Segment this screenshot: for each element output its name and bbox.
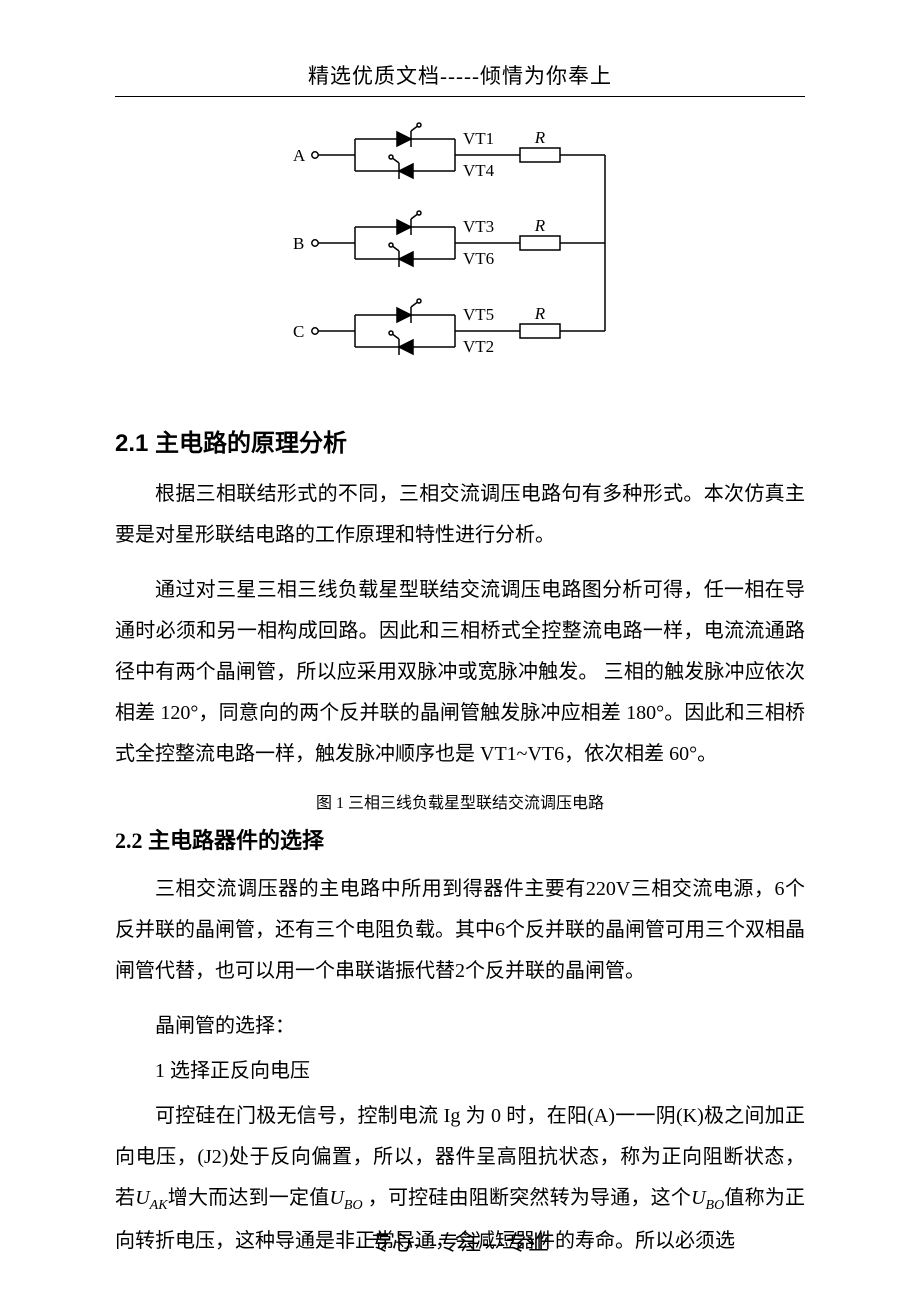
circuit-svg: A VT1 VT4 R B VT3 VT6 R C VT5 VT2 R [285, 115, 635, 405]
var-uak-sub: AK [150, 1198, 168, 1213]
var-ubo-2: U [691, 1187, 705, 1209]
var-uak: U [135, 1187, 149, 1209]
p2-mid2: ，可控硅由阻断突然转为导通，这个 [363, 1187, 692, 1209]
header-rule [115, 96, 805, 97]
svg-text:VT3: VT3 [463, 217, 494, 236]
item-1-line: 1 选择正反向电压 [115, 1051, 805, 1092]
p2-mid1: 增大而达到一定值 [168, 1187, 330, 1209]
svg-text:R: R [534, 216, 546, 235]
section-2.2-heading: 2.2 主电路器件的选择 [115, 823, 805, 855]
figure-caption: 图 1 三相三线负载星型联结交流调压电路 [115, 789, 805, 813]
circuit-diagram: A VT1 VT4 R B VT3 VT6 R C VT5 VT2 R [285, 115, 635, 405]
var-ubo-1: U [329, 1187, 343, 1209]
svg-text:VT4: VT4 [463, 161, 495, 180]
svg-text:C: C [293, 322, 304, 341]
page-header: 精选优质文档-----倾情为你奉上 [115, 60, 805, 96]
section-2.1-heading: 2.1 主电路的原理分析 [115, 423, 805, 458]
svg-text:B: B [293, 234, 304, 253]
svg-text:VT1: VT1 [463, 129, 494, 148]
page-footer: 专心---专注---专业 [0, 1227, 920, 1257]
var-ubo-1-sub: BO [344, 1198, 363, 1213]
section-2.1-para-2: 通过对三星三相三线负载星型联结交流调压电路图分析可得，任一相在导通时必须和另一相… [115, 570, 805, 775]
section-2.2-para-1: 三相交流调压器的主电路中所用到得器件主要有220V三相交流电源，6个反并联的晶闸… [115, 869, 805, 992]
svg-text:VT6: VT6 [463, 249, 494, 268]
section-2.1-para-1: 根据三相联结形式的不同，三相交流调压电路句有多种形式。本次仿真主要是对星形联结电… [115, 474, 805, 556]
thyristor-select-line: 晶闸管的选择： [115, 1006, 805, 1047]
svg-text:A: A [293, 146, 306, 165]
page: 精选优质文档-----倾情为你奉上 A VT1 VT4 R B VT3 VT6 R C VT5 VT… [0, 0, 920, 1303]
svg-text:R: R [534, 304, 546, 323]
svg-text:R: R [534, 128, 546, 147]
svg-text:VT5: VT5 [463, 305, 494, 324]
var-ubo-2-sub: BO [706, 1198, 725, 1213]
svg-text:VT2: VT2 [463, 337, 494, 356]
